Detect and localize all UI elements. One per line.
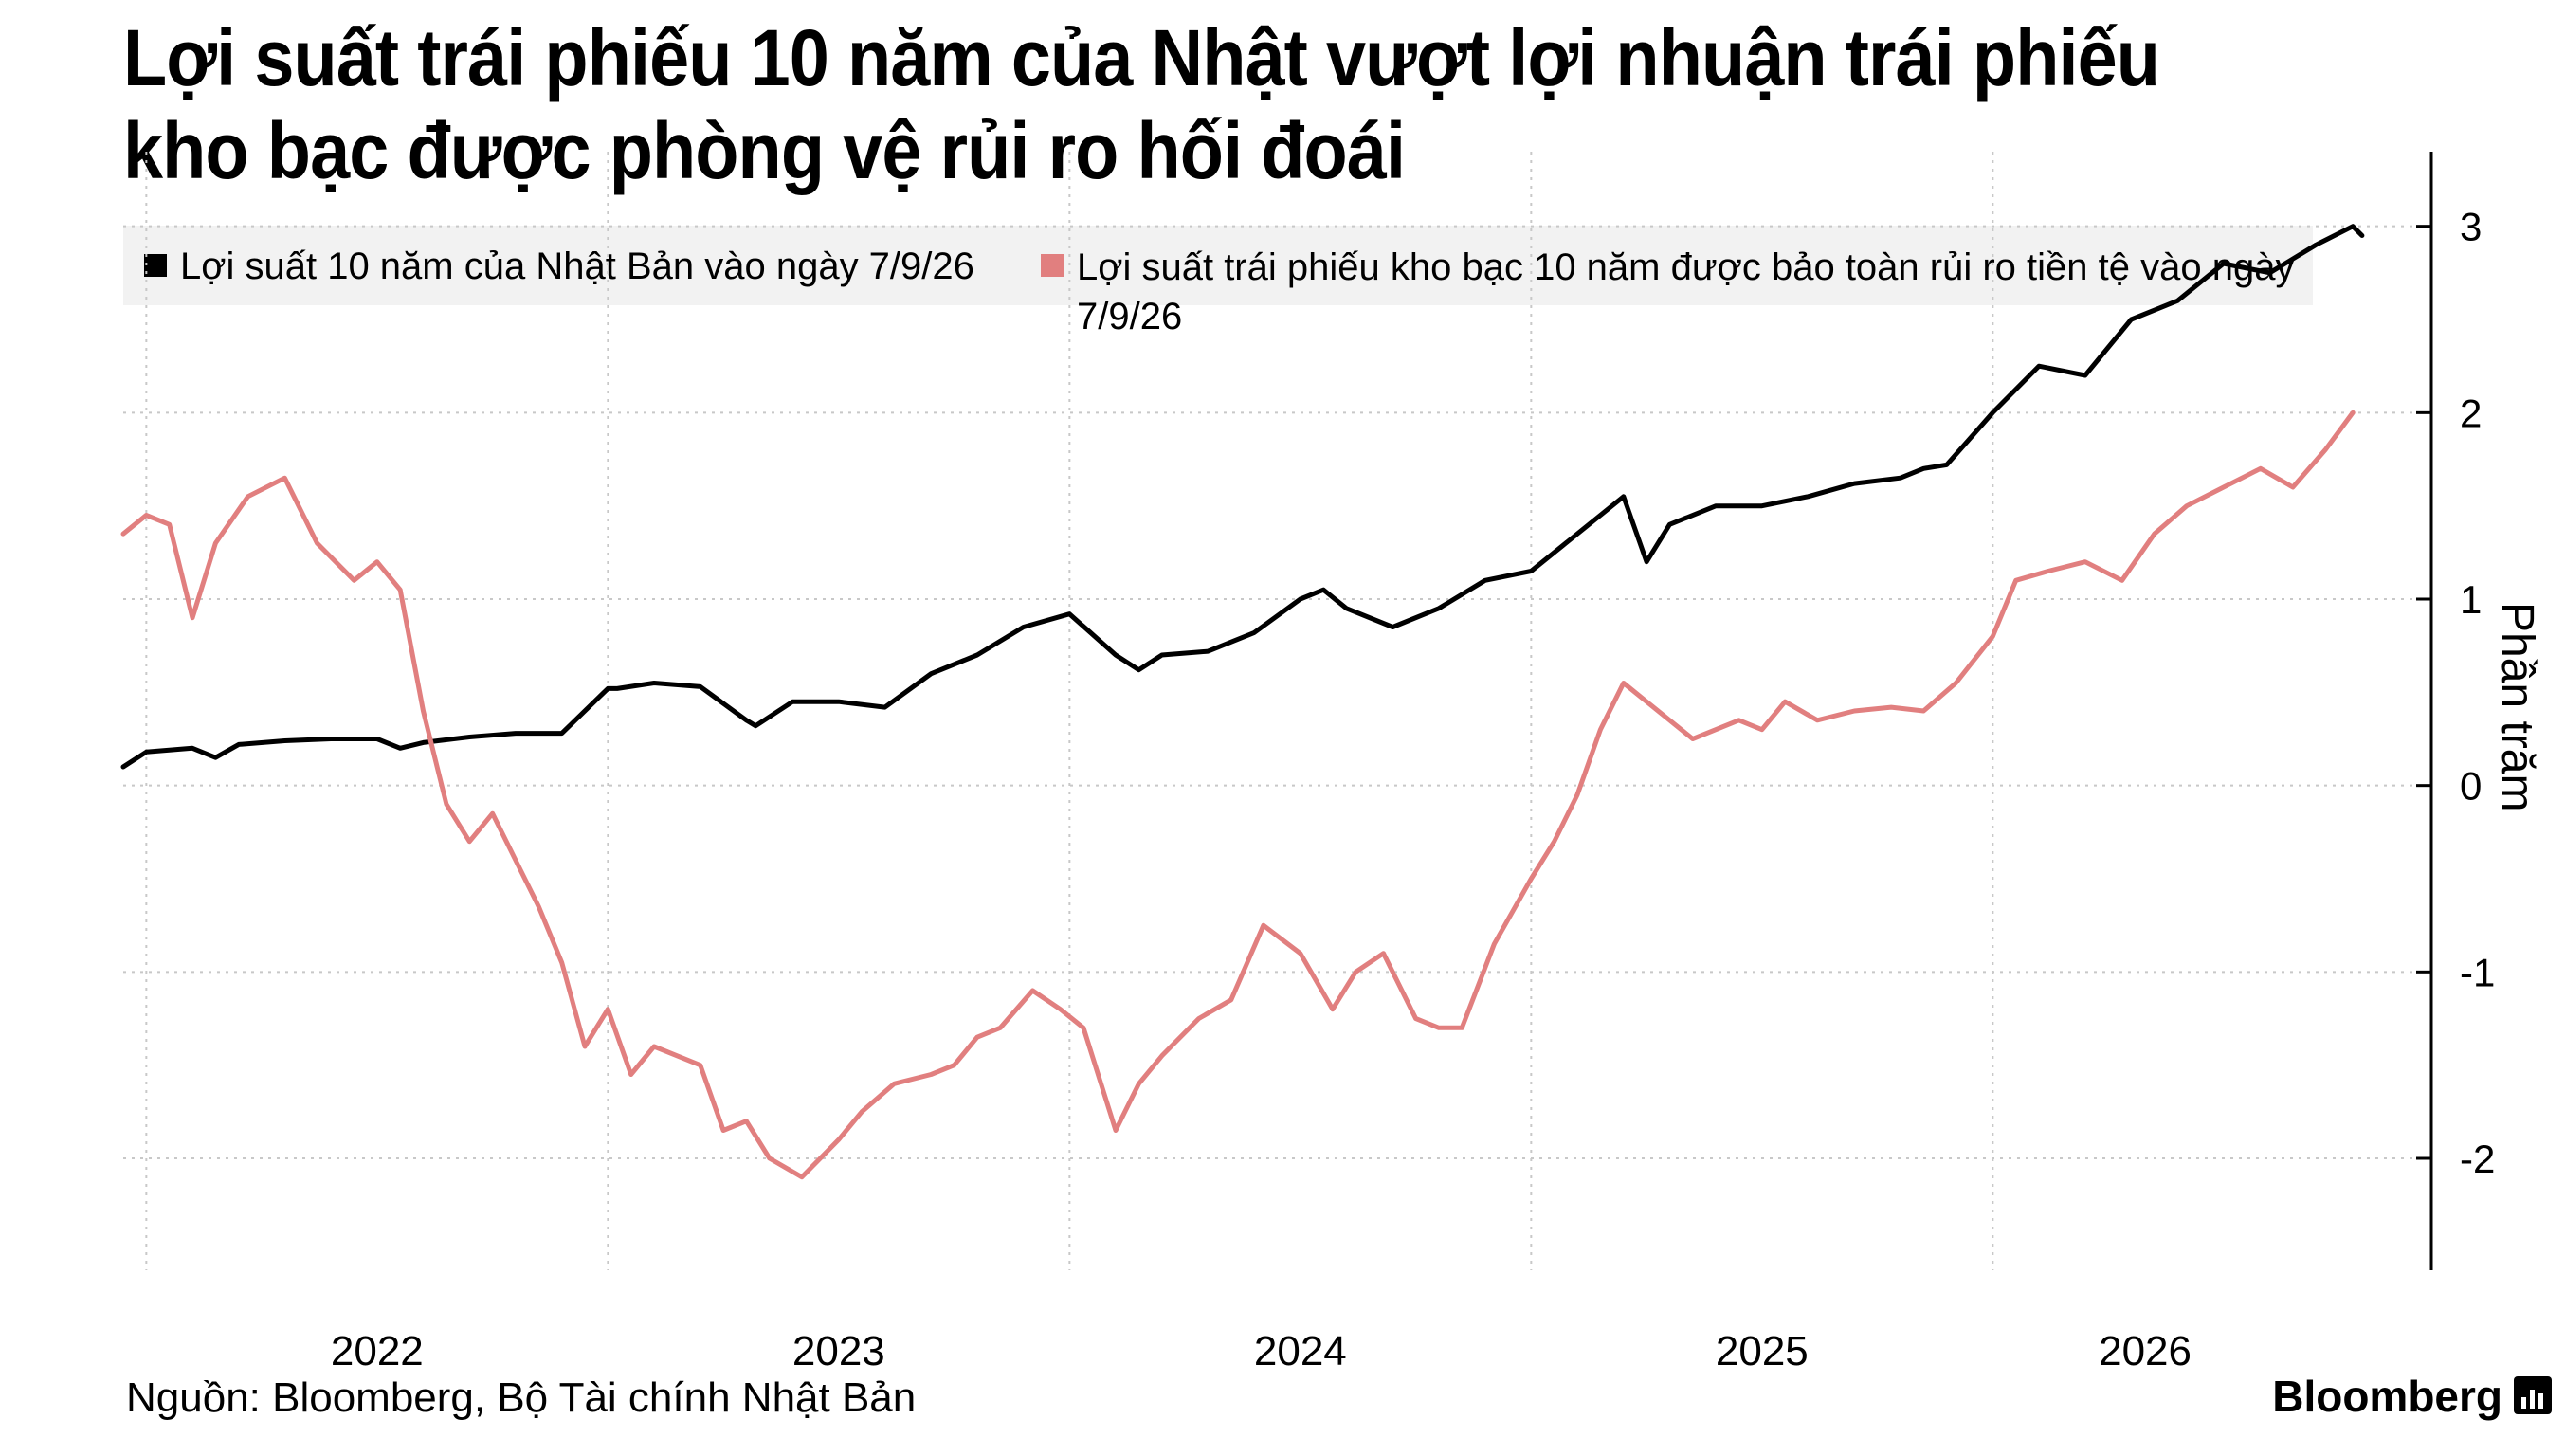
y-axis-label: Phần trăm bbox=[2492, 602, 2542, 811]
y-tick-label-4: 2 bbox=[2460, 391, 2482, 435]
legend-swatch-treasury bbox=[1041, 254, 1064, 277]
x-tick-label-0: 2022 bbox=[331, 1328, 424, 1374]
x-tick-label-4: 2026 bbox=[2099, 1328, 2192, 1374]
legend-label-treasury: Lợi suất trái phiếu kho bạc 10 năm được … bbox=[1077, 243, 2309, 341]
title-line-1: Lợi suất trái phiếu 10 năm của Nhật vượt… bbox=[123, 13, 2160, 102]
source-note: Nguồn: Bloomberg, Bộ Tài chính Nhật Bản bbox=[126, 1374, 917, 1421]
chart-title: Lợi suất trái phiếu 10 năm của Nhật vượt… bbox=[123, 11, 2273, 197]
legend-swatch-japan bbox=[144, 254, 167, 277]
bloomberg-logo: Bloomberg bbox=[2272, 1372, 2502, 1421]
series-line-0 bbox=[120, 224, 2365, 770]
x-tick-label-2: 2024 bbox=[1254, 1328, 1347, 1374]
x-tick-label-3: 2025 bbox=[1716, 1328, 1809, 1374]
x-tick-label-1: 2023 bbox=[792, 1328, 885, 1374]
y-tick-label-0: -2 bbox=[2460, 1137, 2495, 1181]
title-line-2: kho bạc được phòng vệ rủi ro hối đoái bbox=[123, 106, 1406, 195]
y-tick-label-3: 1 bbox=[2460, 577, 2482, 622]
y-tick-label-1: -1 bbox=[2460, 950, 2495, 994]
series-line-1 bbox=[120, 410, 2356, 1180]
bloomberg-terminal-icon bbox=[2514, 1376, 2552, 1414]
legend-label-japan: Lợi suất 10 năm của Nhật Bản vào ngày 7/… bbox=[180, 246, 974, 287]
y-tick-label-5: 3 bbox=[2460, 205, 2482, 249]
y-tick-label-2: 0 bbox=[2460, 764, 2482, 809]
legend: Lợi suất 10 năm của Nhật Bản vào ngày 7/… bbox=[123, 226, 2313, 337]
legend-label-treasury-text: Lợi suất trái phiếu kho bạc 10 năm được … bbox=[1077, 246, 2295, 337]
